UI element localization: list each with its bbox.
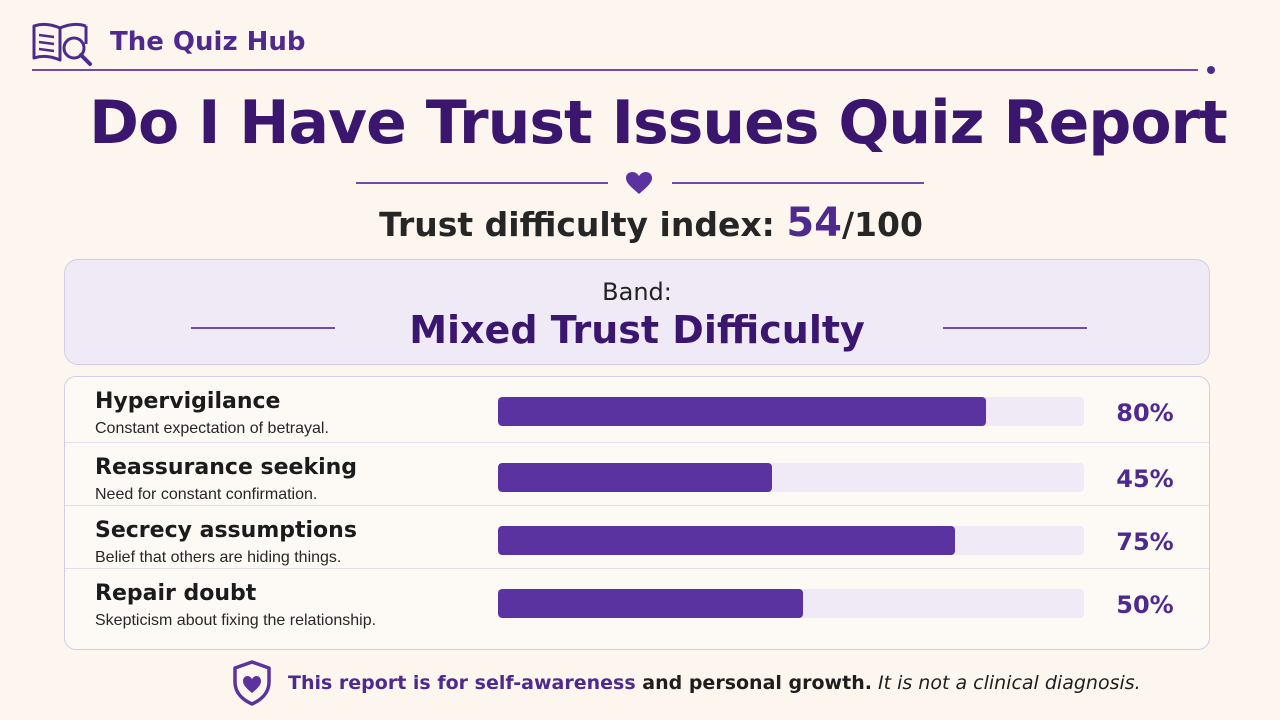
band-divider-right <box>943 327 1087 329</box>
disclaimer-part-1: This report is for self-awareness <box>288 672 636 694</box>
subscale-row: Hypervigilance Constant expectation of b… <box>65 377 1209 440</box>
title-divider-left <box>356 182 608 184</box>
subscale-name: Reassurance seeking <box>95 455 358 480</box>
subscale-percent: 80% <box>1116 399 1174 427</box>
subscale-name: Repair doubt <box>95 581 257 606</box>
disclaimer-part-3: It is not a clinical diagnosis. <box>871 672 1141 694</box>
shield-heart-icon <box>233 660 271 706</box>
subscale-percent: 75% <box>1116 528 1174 556</box>
subscale-card: Hypervigilance Constant expectation of b… <box>64 376 1210 650</box>
subscale-description: Skepticism about fixing the relationship… <box>95 612 377 629</box>
header-divider <box>32 69 1198 71</box>
trust-index-score: 54 <box>786 200 842 246</box>
subscale-description: Need for constant confirmation. <box>95 486 318 503</box>
subscale-description: Belief that others are hiding things. <box>95 549 342 566</box>
subscale-percent: 50% <box>1116 591 1174 619</box>
subscale-bar-fill <box>498 463 773 492</box>
heart-icon <box>626 172 652 194</box>
band-value: Mixed Trust Difficulty <box>409 308 865 352</box>
band-label: Band: <box>602 278 672 306</box>
trust-index-max: /100 <box>841 205 923 244</box>
disclaimer-part-2: and personal growth. <box>635 672 872 694</box>
subscale-row: Secrecy assumptions Belief that others a… <box>65 505 1209 568</box>
subscale-row: Reassurance seeking Need for constant co… <box>65 442 1209 505</box>
subscale-name: Hypervigilance <box>95 389 281 414</box>
trust-index-label: Trust difficulty index: <box>379 205 775 244</box>
title-divider-right <box>672 182 924 184</box>
band-divider-left <box>191 327 335 329</box>
subscale-bar-fill <box>498 589 803 618</box>
subscale-description: Constant expectation of betrayal. <box>95 420 329 437</box>
book-magnifier-icon <box>32 22 92 66</box>
subscale-bar-track <box>498 397 1084 426</box>
subscale-bar-fill <box>498 397 986 426</box>
subscale-bar-fill <box>498 526 956 555</box>
page-title: Do I Have Trust Issues Quiz Report <box>89 88 1228 158</box>
disclaimer: This report is for self-awareness and pe… <box>232 657 1141 709</box>
subscale-bar-track <box>498 463 1084 492</box>
trust-index: Trust difficulty index: 54/100 <box>0 200 1280 246</box>
subscale-name: Secrecy assumptions <box>95 518 357 543</box>
header-divider-dot <box>1207 66 1215 74</box>
site-header: The Quiz Hub <box>30 16 306 68</box>
disclaimer-text: This report is for self-awareness and pe… <box>288 672 1141 694</box>
subscale-percent: 45% <box>1116 465 1174 493</box>
band-card: Band: Mixed Trust Difficulty <box>64 259 1210 365</box>
subscale-bar-track <box>498 526 1084 555</box>
brand-name[interactable]: The Quiz Hub <box>110 27 306 57</box>
subscale-row: Repair doubt Skepticism about fixing the… <box>65 568 1209 631</box>
subscale-bar-track <box>498 589 1084 618</box>
